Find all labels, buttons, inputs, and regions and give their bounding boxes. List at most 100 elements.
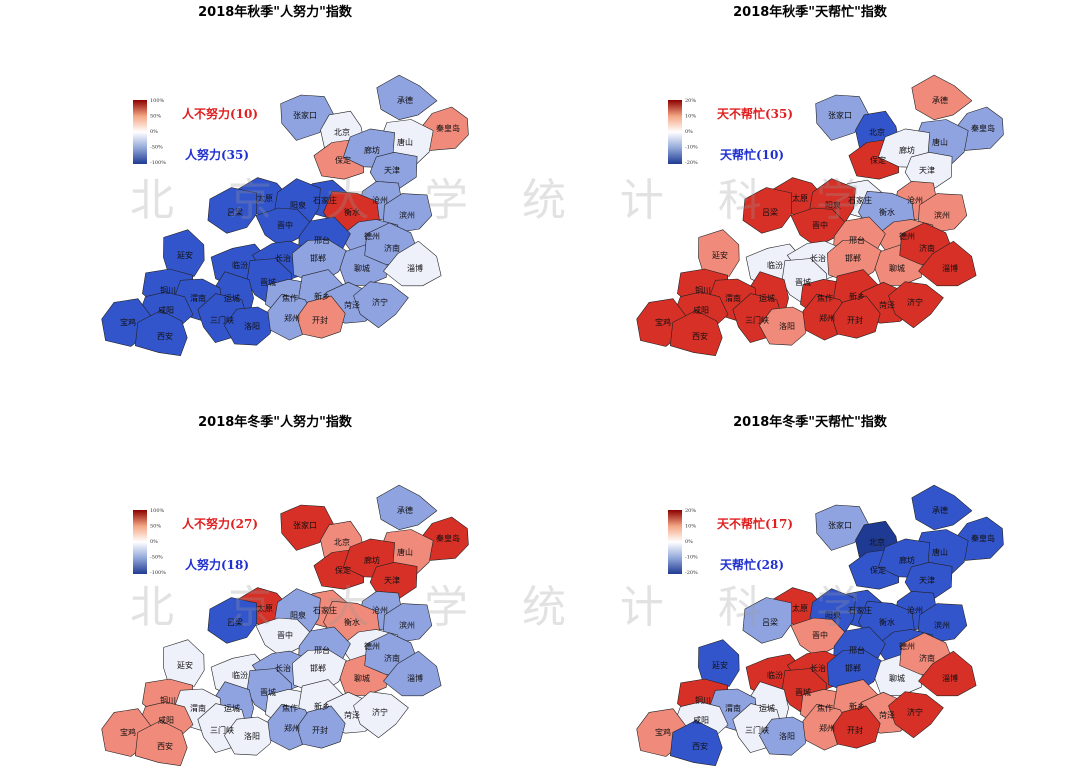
city-label: 晋城: [260, 278, 276, 287]
city-label: 晋中: [277, 630, 293, 640]
city-label: 廊坊: [364, 145, 380, 155]
city-label: 临汾: [767, 260, 783, 270]
city-label: 长治: [810, 663, 826, 673]
legend-tick: 50%: [150, 114, 161, 120]
city-label: 衡水: [344, 207, 360, 217]
city-label: 长治: [275, 253, 291, 263]
city-label: 铜川: [160, 695, 176, 705]
city-label: 廊坊: [899, 145, 915, 155]
city-label: 晋中: [277, 220, 293, 230]
city-label: 济南: [919, 653, 935, 663]
city-label: 开封: [847, 315, 863, 325]
city-label: 铜川: [695, 695, 711, 705]
city-label: 张家口: [828, 520, 852, 530]
city-label: 开封: [312, 315, 328, 325]
city-label: 咸阳: [693, 715, 709, 725]
city-label: 德州: [899, 231, 915, 241]
city-label: 唐山: [397, 137, 413, 147]
city-label: 承德: [932, 505, 948, 515]
city-label: 保定: [335, 565, 351, 575]
city-label: 长治: [810, 253, 826, 263]
city-label: 济宁: [907, 297, 923, 307]
city-label: 天津: [919, 165, 935, 175]
city-label: 聊城: [889, 264, 905, 273]
region: [353, 281, 409, 329]
legend-tick: 0%: [150, 129, 158, 135]
city-label: 淄博: [407, 263, 423, 273]
city-label: 焦作: [282, 703, 298, 713]
legend-tick: -10%: [685, 555, 698, 561]
legend-tick: -20%: [685, 570, 698, 576]
region: [353, 691, 409, 739]
city-label: 邯郸: [845, 253, 861, 263]
city-label: 渭南: [725, 293, 741, 303]
city-label: 菏泽: [344, 300, 360, 310]
region: [207, 187, 258, 234]
legend-bar: [668, 510, 682, 574]
city-label: 邢台: [314, 235, 330, 245]
city-label: 济宁: [907, 707, 923, 717]
city-label: 聊城: [889, 674, 905, 683]
city-label: 唐山: [932, 137, 948, 147]
city-label: 石家庄: [848, 195, 872, 205]
city-label: 铜川: [160, 285, 176, 295]
city-label: 宝鸡: [655, 727, 671, 737]
city-label: 张家口: [293, 110, 317, 120]
map-title: 2018年冬季"人努力"指数: [198, 414, 353, 430]
city-label: 焦作: [282, 293, 298, 303]
region: [207, 597, 258, 644]
city-label: 新乡: [314, 291, 330, 301]
region: [670, 720, 723, 767]
city-label: 保定: [870, 565, 886, 575]
city-label: 郑州: [284, 313, 300, 323]
city-label: 临汾: [232, 260, 248, 270]
city-label: 沧州: [907, 195, 923, 205]
city-label: 延安: [177, 250, 193, 260]
city-label: 保定: [870, 155, 886, 165]
city-label: 延安: [712, 250, 728, 260]
legend-top: 天不帮忙(17): [717, 516, 793, 531]
city-label: 邢台: [314, 645, 330, 655]
region: [888, 691, 944, 739]
city-label: 北京: [869, 537, 885, 547]
city-label: 德州: [899, 641, 915, 651]
city-label: 张家口: [293, 520, 317, 530]
city-label: 渭南: [190, 293, 206, 303]
city-label: 太原: [257, 603, 273, 613]
city-label: 阳泉: [290, 610, 306, 620]
city-label: 廊坊: [899, 555, 915, 565]
city-label: 菏泽: [879, 300, 895, 310]
city-label: 石家庄: [313, 605, 337, 615]
city-label: 渭南: [725, 703, 741, 713]
legend-bar: [133, 510, 147, 574]
city-label: 渭南: [190, 703, 206, 713]
legend-tick: 100%: [150, 98, 165, 104]
legend-tick: -10%: [685, 145, 698, 151]
city-label: 承德: [397, 95, 413, 105]
city-label: 焦作: [817, 293, 833, 303]
region: [742, 597, 793, 644]
legend-bar: [133, 100, 147, 164]
city-label: 衡水: [344, 617, 360, 627]
city-label: 新乡: [849, 701, 865, 711]
city-label: 三门峡: [210, 725, 234, 735]
region: [911, 74, 973, 120]
city-label: 宝鸡: [120, 727, 136, 737]
city-label: 太原: [792, 193, 808, 203]
region: [831, 705, 881, 749]
city-label: 晋城: [795, 278, 811, 287]
city-label: 菏泽: [344, 710, 360, 720]
city-label: 聊城: [354, 264, 370, 273]
city-label: 三门峡: [210, 315, 234, 325]
city-label: 开封: [312, 725, 328, 735]
region: [296, 295, 346, 339]
legend-tick: -50%: [150, 145, 163, 151]
legend-top: 人不努力(27): [182, 516, 258, 531]
legend-tick: -100%: [150, 570, 166, 576]
regions: [101, 74, 469, 357]
city-label: 衡水: [879, 207, 895, 217]
city-label: 西安: [692, 331, 708, 341]
